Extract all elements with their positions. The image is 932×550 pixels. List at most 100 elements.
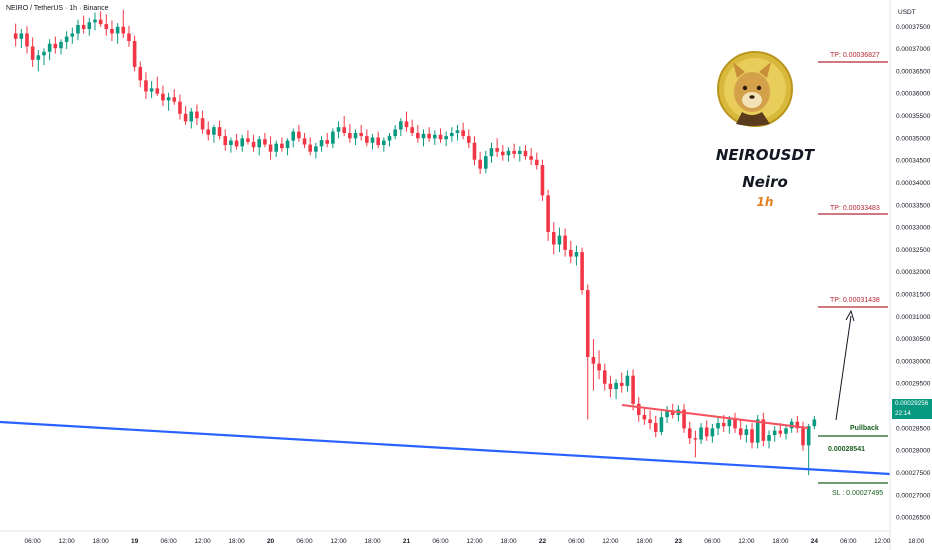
candle (76, 19, 80, 41)
candle-body (546, 195, 550, 233)
candle (212, 124, 216, 143)
candle (585, 284, 590, 420)
candle-body (631, 375, 635, 404)
time-axis[interactable]: 06:00 12:00 18:00 19 06:00 12:00 18:00 20 06:00 1… (25, 538, 932, 545)
x-tick-label: 18:00 (772, 538, 789, 545)
x-tick-label: 19 (131, 538, 139, 545)
y-tick-label: 0.00034000 (896, 180, 931, 187)
candle (568, 240, 573, 264)
x-tick-label: 12:00 (330, 538, 347, 545)
candle (682, 403, 686, 433)
candle (795, 415, 800, 433)
candle-body (619, 382, 624, 386)
candle-body (229, 140, 233, 146)
x-tick-label: 23 (675, 538, 683, 545)
symbol-label: NEIROUSDT (715, 146, 815, 164)
candle-body (365, 136, 369, 143)
candle (801, 421, 805, 451)
candle-body (166, 97, 171, 101)
x-tick-label: 12:00 (59, 538, 76, 545)
candle (495, 138, 499, 158)
candle-body (25, 33, 29, 47)
candle (110, 20, 114, 42)
candle (433, 130, 437, 146)
candle (93, 12, 97, 31)
candle-body (127, 33, 131, 42)
candle (370, 133, 375, 150)
candle-body (138, 66, 143, 81)
x-tick-label: 18:00 (636, 538, 653, 545)
candle (302, 132, 307, 149)
candle-body (608, 383, 613, 390)
candle (676, 405, 681, 422)
candle-body (772, 430, 777, 436)
candle (240, 134, 245, 152)
candle (665, 406, 669, 424)
candle (121, 9, 126, 38)
candle-body (450, 132, 454, 137)
candle (144, 72, 148, 100)
tp1-label: TP: 0.00031438 (830, 297, 880, 304)
x-tick-label: 18:00 (228, 538, 245, 545)
candle (223, 129, 228, 151)
y-tick-label: 0.00032500 (896, 247, 931, 254)
candle-body (767, 435, 771, 441)
candle (416, 124, 420, 143)
last-price-badge: 0.00029256 22:14 (892, 399, 932, 419)
candle-body (778, 430, 783, 434)
candle (472, 136, 477, 166)
candle (619, 372, 624, 393)
candle-body (529, 156, 533, 160)
y-tick-label: 0.00027000 (896, 492, 931, 499)
candle (523, 145, 528, 160)
candle-body (478, 159, 482, 169)
y-tick-label: 0.00026500 (896, 515, 931, 522)
candle-body (665, 410, 669, 418)
candle (450, 127, 454, 142)
candle-body (76, 24, 80, 34)
candle (636, 397, 641, 422)
candle (597, 350, 601, 380)
candle-body (495, 148, 499, 152)
candle-body (557, 235, 562, 245)
candle-body (302, 138, 307, 145)
candle-body (172, 97, 177, 102)
candle (812, 415, 817, 430)
candle (376, 131, 380, 149)
candle-body (42, 51, 46, 56)
candle-body (149, 88, 154, 92)
y-tick-label: 0.00030500 (896, 336, 931, 343)
candle (268, 136, 273, 160)
last-price-value: 0.00029256 (895, 400, 929, 407)
candle (53, 36, 58, 54)
candle (399, 118, 403, 137)
candle-body (200, 118, 205, 130)
candle-body (297, 131, 301, 139)
support-trendline[interactable] (0, 420, 891, 476)
candle-body (53, 43, 58, 49)
candle-body (591, 356, 596, 364)
candle (325, 132, 330, 148)
candle (540, 159, 545, 201)
candle-body (314, 146, 318, 152)
resistance-trendline[interactable] (621, 404, 809, 429)
candle (551, 222, 556, 255)
candle-body (359, 132, 363, 137)
candle (161, 85, 165, 107)
candle-body (291, 131, 296, 141)
candle (761, 412, 766, 447)
x-tick-label: 21 (403, 538, 411, 545)
candle-body (353, 132, 358, 139)
candle-body (404, 121, 409, 128)
candle (563, 228, 567, 257)
candle (291, 128, 296, 148)
candle (47, 39, 52, 61)
candle-body (132, 41, 137, 67)
candle (42, 48, 46, 66)
candle (195, 104, 199, 125)
price-axis[interactable]: 0.00037500 0.00037000 0.00036500 0.00036000… (896, 24, 931, 522)
tp2-level: TP: 0.00033483 (818, 205, 888, 215)
candle-body (687, 428, 692, 439)
candle-body (189, 111, 194, 122)
